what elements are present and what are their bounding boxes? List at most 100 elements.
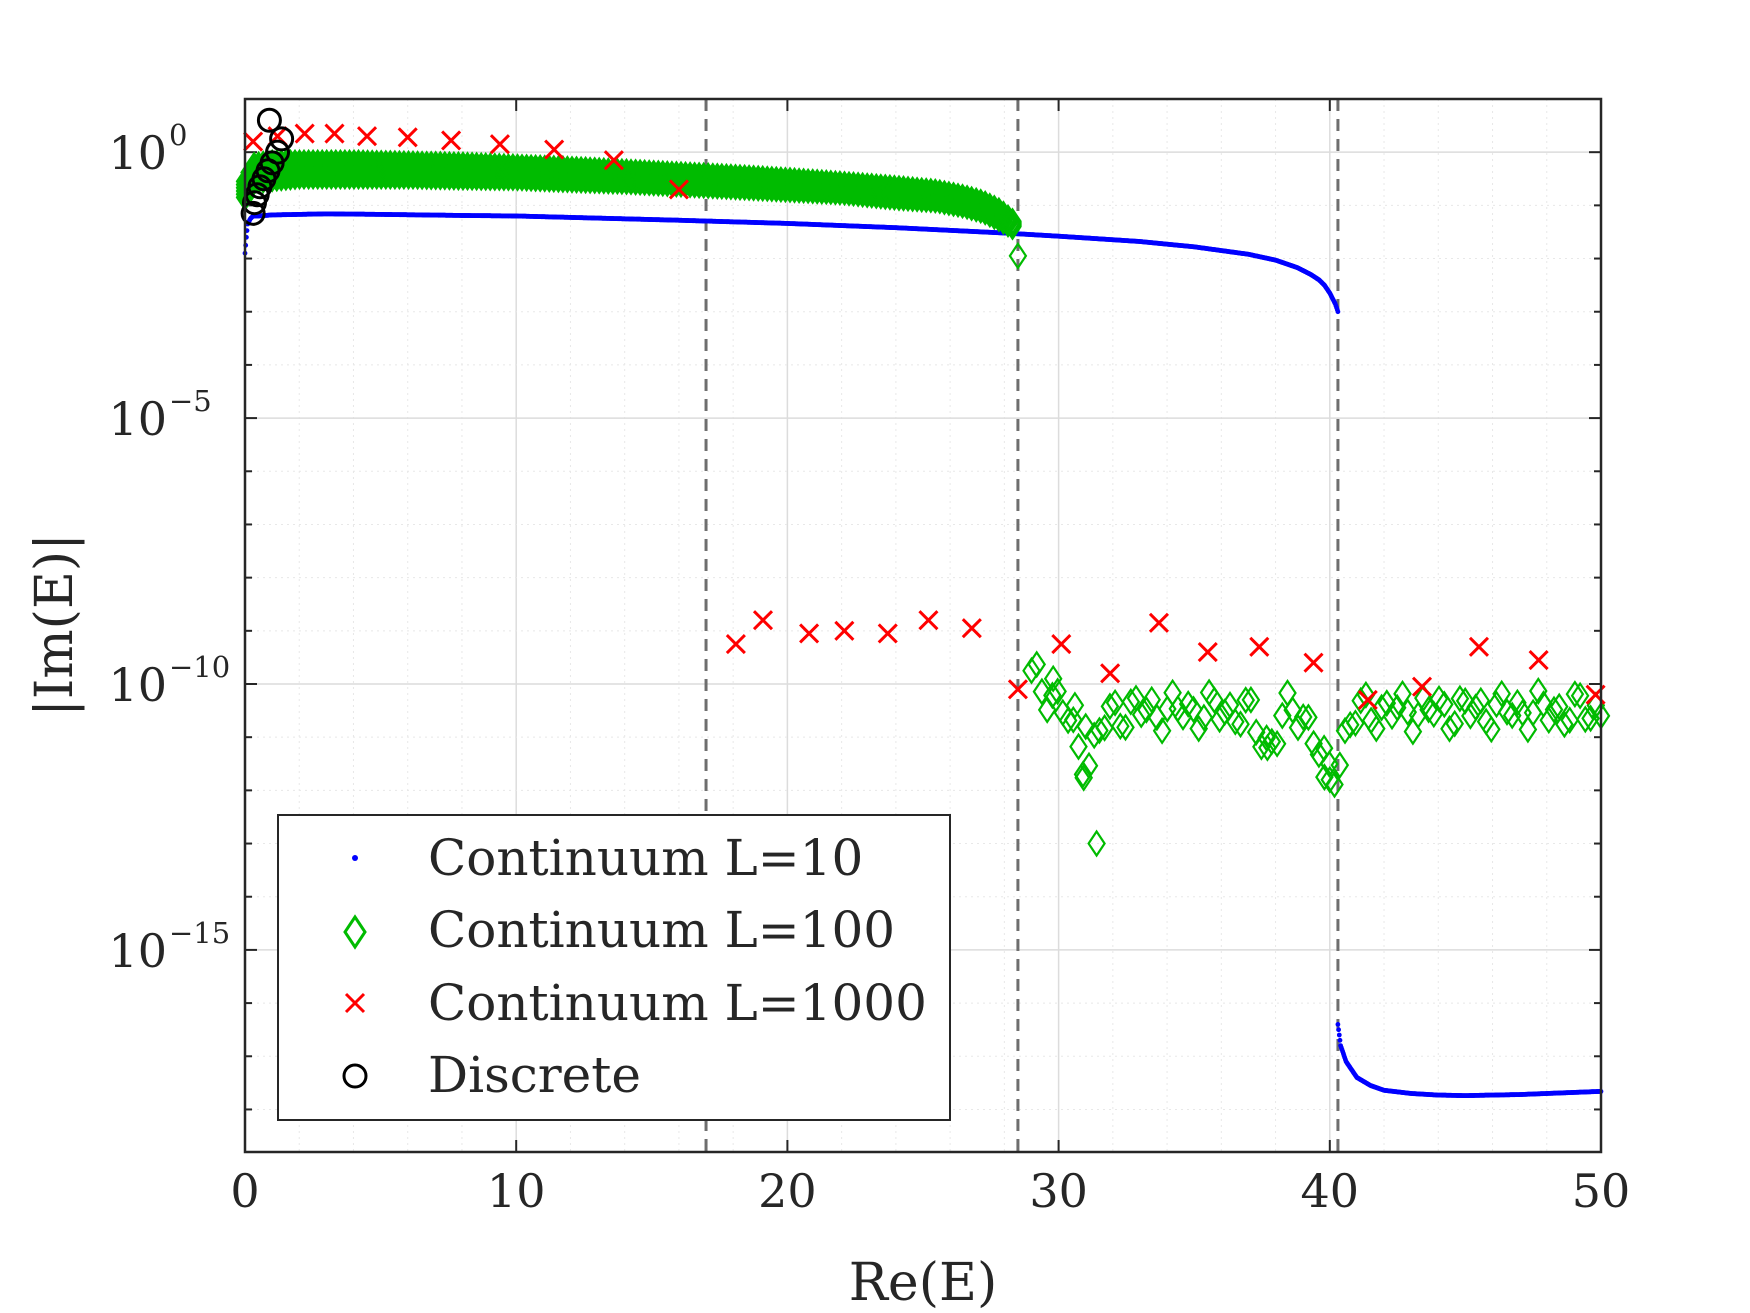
point-l100: [1346, 709, 1365, 738]
point-l1000: [1357, 689, 1378, 711]
legend-marker-l100: [343, 914, 367, 950]
point-l100: [1215, 698, 1235, 727]
point-l100: [1069, 732, 1088, 761]
point-l100: [1387, 693, 1407, 722]
point-l10: [1335, 1022, 1341, 1027]
point-l100: [1241, 685, 1261, 714]
point-l100: [1257, 724, 1276, 752]
x-tick-label: 0: [230, 1164, 259, 1218]
point-l100: [1252, 732, 1271, 761]
point-l1000: [1148, 612, 1170, 633]
point-l1000: [752, 610, 774, 631]
point-l1000: [1528, 650, 1549, 671]
point-l100: [1043, 664, 1063, 693]
point-l100: [1434, 690, 1454, 719]
point-l100: [1116, 713, 1135, 742]
point-l1000: [877, 623, 898, 644]
point-l100: [1565, 680, 1585, 709]
point-l100: [1210, 705, 1229, 734]
x-axis-label: Re(E): [849, 1253, 997, 1313]
y-tick-label: 10: [108, 126, 167, 180]
point-l100: [1555, 710, 1574, 739]
point-l1000: [441, 130, 462, 151]
legend-marker-l10: [352, 855, 358, 861]
point-l100: [1487, 690, 1506, 719]
point-l100: [1304, 729, 1323, 758]
point-l1000: [918, 610, 939, 631]
point-l100: [1340, 710, 1360, 739]
point-l100: [1309, 740, 1329, 769]
point-l100: [1043, 681, 1062, 710]
point-l100: [1429, 684, 1449, 713]
point-l1000: [1249, 636, 1270, 657]
point-l100: [1076, 712, 1096, 741]
legend-label-l100: Continuum L=100: [428, 901, 895, 959]
point-l100: [1539, 706, 1559, 735]
point-l100: [1100, 692, 1120, 721]
legend-marker-discrete: [342, 1063, 368, 1089]
point-l1000: [1411, 676, 1433, 697]
point-l100: [1393, 679, 1412, 708]
point-l100: [1330, 751, 1350, 780]
legend-marker-l1000: [344, 992, 366, 1014]
point-l100: [1105, 688, 1125, 717]
point-l100: [1481, 715, 1501, 744]
point-l1000: [1100, 663, 1121, 684]
point-l100: [1063, 705, 1083, 734]
point-l100: [1225, 707, 1245, 736]
point-l100: [1440, 714, 1459, 743]
point-l100: [1528, 677, 1548, 705]
legend-label-l1000: Continuum L=1000: [428, 974, 927, 1032]
point-l100: [1492, 679, 1512, 708]
x-tick-label: 40: [1301, 1164, 1360, 1218]
point-discrete: [265, 139, 291, 165]
point-l100: [1095, 713, 1114, 742]
point-discrete: [256, 107, 282, 133]
series-continuum-l1000: [243, 123, 1606, 711]
y-tick-label: 10: [108, 658, 167, 712]
x-tick-label: 20: [758, 1164, 817, 1218]
point-l100: [1575, 705, 1595, 734]
point-l100: [1178, 690, 1198, 718]
point-l1000: [1007, 679, 1028, 700]
point-l100: [1236, 686, 1256, 715]
point-l1000: [489, 134, 510, 155]
point-l100: [1065, 691, 1085, 720]
y-tick-label-exponent: −15: [169, 916, 230, 950]
point-l10: [1337, 1037, 1343, 1043]
point-l100: [1560, 706, 1580, 735]
point-l100: [1003, 207, 1022, 236]
point-l1000: [834, 620, 855, 641]
legend-box: [277, 814, 951, 1121]
point-l1000: [961, 618, 982, 639]
point-l100: [1570, 681, 1590, 710]
point-l100: [1581, 704, 1600, 733]
point-l100: [1508, 688, 1527, 717]
point-l1000: [356, 126, 378, 147]
point-l100: [1205, 686, 1224, 715]
point-l100: [1320, 765, 1340, 794]
point-l1000: [725, 634, 746, 655]
point-l100: [1372, 693, 1391, 722]
point-l100: [1231, 710, 1250, 739]
y-tick-label: 10: [108, 392, 167, 446]
point-l100: [1121, 687, 1141, 716]
point-l100: [1398, 698, 1418, 727]
point-l1000: [324, 123, 345, 144]
point-l100: [1450, 684, 1470, 713]
point-l1000: [294, 123, 315, 144]
data-layer: [235, 107, 1611, 1098]
point-l100: [1419, 695, 1438, 724]
point-l1000: [544, 139, 565, 160]
series-discrete: [240, 107, 295, 226]
point-l100: [1544, 695, 1564, 724]
point-l100: [1299, 703, 1318, 732]
y-tick-label: 10: [108, 924, 167, 978]
point-l100: [1366, 714, 1386, 743]
point-l10: [1335, 309, 1341, 315]
point-l100: [1377, 689, 1397, 718]
point-l100: [1032, 677, 1052, 706]
y-tick-label-exponent: −10: [169, 650, 230, 684]
point-l1000: [243, 131, 264, 152]
